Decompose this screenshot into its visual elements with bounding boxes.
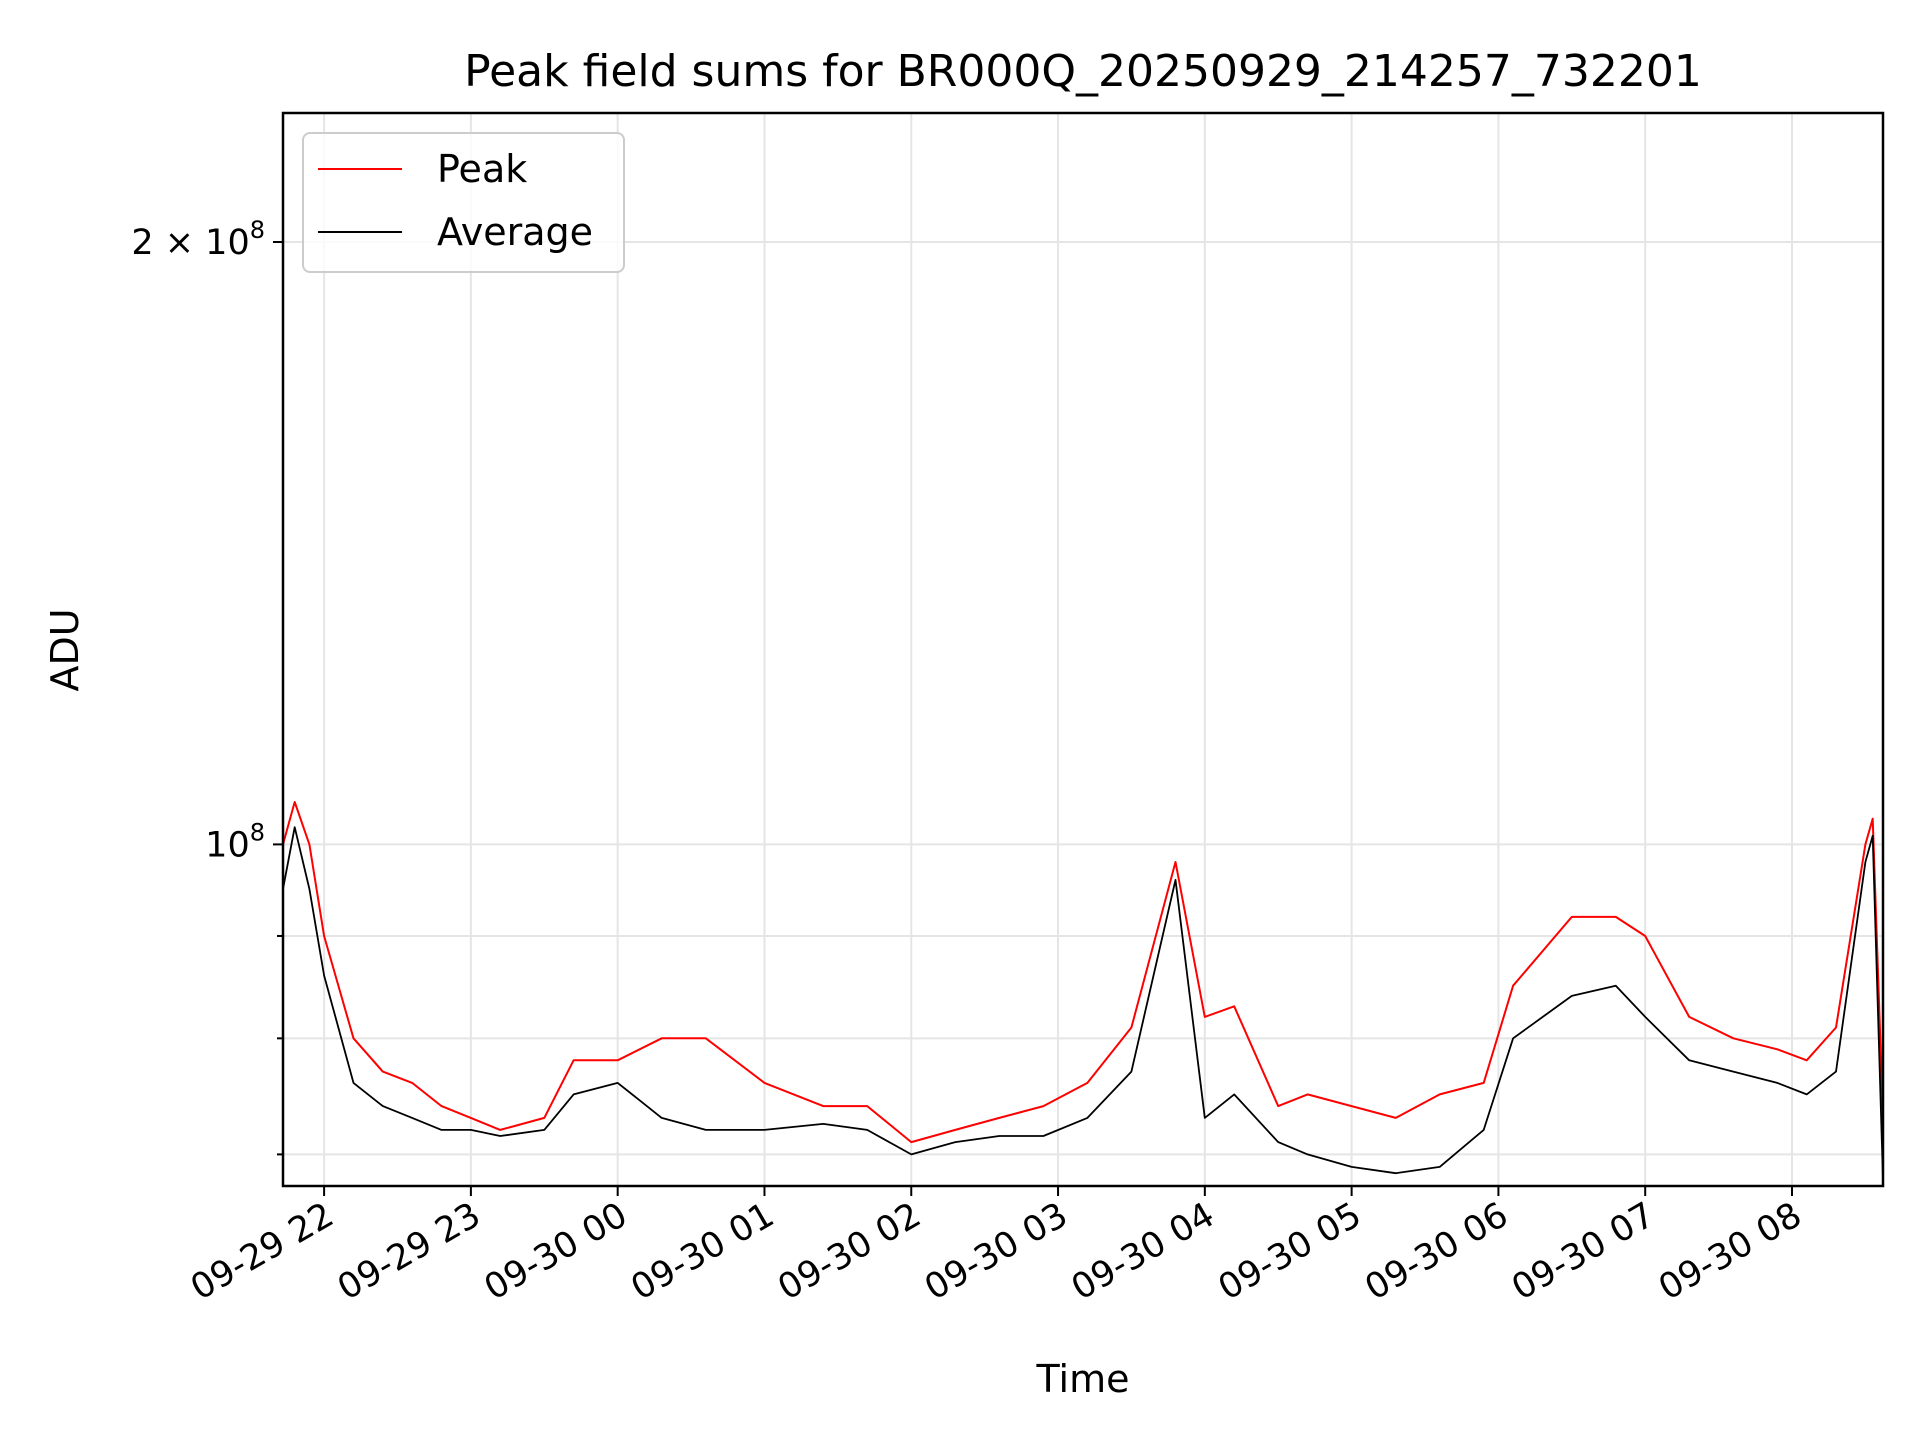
x-tick-label: 09-30 04 [1065,1195,1221,1308]
plot-data-layer [283,801,1883,1180]
x-tick-label: 09-29 23 [331,1195,487,1308]
series-line-average [283,826,1883,1180]
legend-label-average: Average [437,210,593,254]
y-axis-label: ADU [43,608,87,691]
x-tick-label: 09-30 06 [1359,1195,1515,1308]
x-tick-label: 09-29 22 [184,1195,340,1308]
x-axis-label: Time [1036,1357,1130,1401]
chart-title: Peak field sums for BR000Q_20250929_2142… [464,46,1702,97]
x-tick-label: 09-30 02 [771,1195,927,1308]
x-tick-label: 09-30 08 [1652,1195,1808,1308]
x-tick-label: 09-30 03 [918,1195,1074,1308]
grid-layer [283,113,1883,1186]
plot-frame [281,111,1885,1188]
x-tick-label: 09-30 05 [1212,1195,1368,1308]
x-tick-label: 09-30 00 [478,1195,634,1308]
legend-label-peak: Peak [437,147,527,191]
legend: Peak Average [302,132,625,273]
x-tick-label: 09-30 07 [1505,1195,1661,1308]
x-tick-label: 09-30 01 [625,1195,781,1308]
y-tick-label: 2 × 108 [131,216,265,263]
series-line-peak [283,801,1883,1144]
y-tick-label: 108 [205,818,265,865]
legend-box [302,132,625,273]
